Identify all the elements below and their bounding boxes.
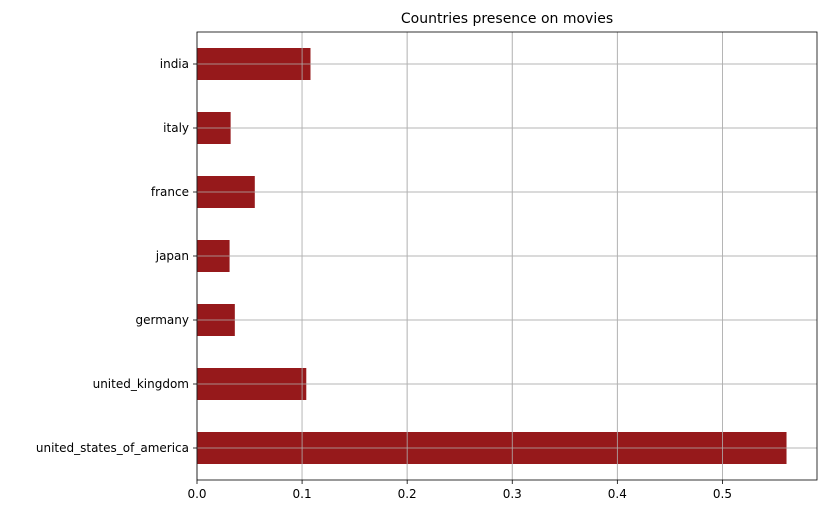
x-tick-labels: 0.0 0.1 0.2 0.3 0.4 0.5 xyxy=(187,480,732,501)
y-tick-label: italy xyxy=(163,121,189,135)
plot-frame xyxy=(196,31,818,481)
x-tick-label: 0.2 xyxy=(398,487,417,501)
x-tick-label: 0.3 xyxy=(503,487,522,501)
y-tick-label: india xyxy=(160,57,189,71)
y-tick-label: united_states_of_america xyxy=(36,441,189,455)
x-tick-label: 0.1 xyxy=(293,487,312,501)
y-tick-label: france xyxy=(151,185,189,199)
x-tick-label: 0.5 xyxy=(713,487,732,501)
x-tick-label: 0.0 xyxy=(187,487,206,501)
bars xyxy=(196,32,817,480)
y-tick-label: japan xyxy=(155,249,189,263)
x-tick-label: 0.4 xyxy=(608,487,627,501)
y-tick-label: germany xyxy=(136,313,189,327)
y-tick-labels: india italy france japan germany united_kingd… xyxy=(36,57,197,455)
y-tick-label: united_kingdom xyxy=(93,377,189,391)
chart-title: Countries presence on movies xyxy=(401,11,613,27)
